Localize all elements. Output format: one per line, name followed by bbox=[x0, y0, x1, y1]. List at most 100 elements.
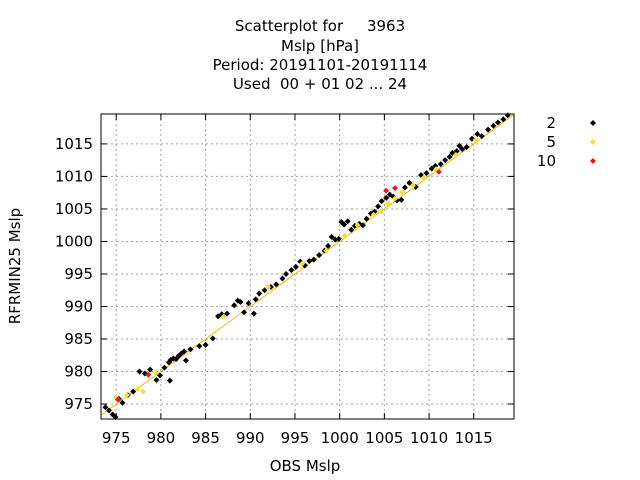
data-point-series-10 bbox=[145, 371, 152, 378]
y-tick-label: 990 bbox=[64, 297, 93, 315]
data-point-series-2 bbox=[306, 257, 313, 264]
data-points bbox=[102, 112, 511, 421]
x-tick-label: 975 bbox=[102, 429, 131, 447]
data-point-series-2 bbox=[335, 235, 342, 242]
y-tick-label: 1015 bbox=[55, 135, 93, 153]
grid bbox=[101, 114, 514, 419]
x-tick-label: 1010 bbox=[410, 429, 448, 447]
data-point-series-2 bbox=[136, 368, 143, 375]
data-point-series-5 bbox=[472, 137, 479, 144]
title-line-2: Mslp [hPa] bbox=[281, 37, 359, 55]
data-point-series-2 bbox=[166, 377, 173, 384]
plot-frame bbox=[100, 113, 515, 420]
data-point-series-2 bbox=[453, 148, 460, 155]
x-tick-label: 1000 bbox=[321, 429, 359, 447]
title-line-4: Used 00 + 01 02 ... 24 bbox=[232, 75, 408, 93]
x-tick-label: 995 bbox=[281, 429, 310, 447]
data-point-series-2 bbox=[344, 218, 351, 225]
data-point-series-2 bbox=[463, 144, 470, 151]
y-tick-label: 975 bbox=[64, 395, 93, 413]
data-point-series-5 bbox=[134, 386, 141, 393]
data-point-series-5 bbox=[452, 151, 459, 158]
data-point-series-2 bbox=[288, 267, 295, 274]
data-point-series-2 bbox=[283, 270, 290, 277]
data-point-series-2 bbox=[359, 222, 366, 229]
data-point-series-2 bbox=[442, 157, 449, 164]
data-point-series-5 bbox=[265, 283, 272, 290]
data-point-series-2 bbox=[478, 133, 485, 140]
data-point-series-2 bbox=[256, 290, 263, 297]
diagonal-line bbox=[100, 114, 515, 416]
data-point-series-2 bbox=[153, 376, 160, 383]
y-tick-label: 980 bbox=[64, 363, 93, 381]
data-point-series-10 bbox=[392, 185, 399, 192]
y-tick-label: 995 bbox=[64, 265, 93, 283]
data-point-series-5 bbox=[140, 388, 147, 395]
data-point-series-2 bbox=[325, 243, 332, 250]
data-point-series-2 bbox=[328, 233, 335, 240]
data-point-series-2 bbox=[202, 341, 209, 348]
y-tick-label: 1010 bbox=[55, 167, 93, 185]
data-point-series-2 bbox=[310, 256, 317, 263]
data-point-series-5 bbox=[323, 247, 330, 254]
data-point-series-2 bbox=[147, 366, 154, 373]
data-point-series-2 bbox=[182, 357, 189, 364]
data-point-series-2 bbox=[490, 122, 497, 129]
data-point-series-2 bbox=[437, 161, 444, 168]
data-point-series-2 bbox=[106, 407, 113, 414]
legend-label: 10 bbox=[537, 152, 556, 170]
x-tick-label: 1015 bbox=[455, 429, 493, 447]
data-point-series-2 bbox=[459, 146, 466, 153]
x-axis-label: OBS Mslp bbox=[270, 457, 341, 475]
data-point-series-2 bbox=[316, 252, 323, 259]
x-tick-label: 1005 bbox=[365, 429, 403, 447]
data-point-series-5 bbox=[377, 208, 384, 215]
data-point-series-2 bbox=[494, 119, 501, 126]
x-tick-label: 980 bbox=[147, 429, 176, 447]
data-point-series-10 bbox=[114, 396, 121, 403]
data-point-series-5 bbox=[123, 391, 130, 398]
legend-label: 2 bbox=[546, 114, 556, 132]
data-point-series-2 bbox=[157, 372, 163, 379]
data-point-series-2 bbox=[383, 194, 390, 201]
data-point-series-2 bbox=[423, 170, 430, 177]
data-point-series-2 bbox=[237, 298, 244, 305]
data-point-series-5 bbox=[299, 260, 306, 267]
data-point-series-2 bbox=[401, 184, 408, 191]
data-point-series-2 bbox=[224, 310, 231, 317]
data-point-series-2 bbox=[102, 404, 109, 411]
data-point-series-2 bbox=[119, 399, 126, 406]
data-point-series-5 bbox=[409, 182, 416, 189]
data-point-series-2 bbox=[378, 198, 385, 205]
data-point-series-5 bbox=[220, 313, 227, 320]
data-point-series-5 bbox=[399, 189, 406, 196]
data-point-series-5 bbox=[342, 232, 349, 239]
data-point-series-2 bbox=[209, 335, 216, 342]
data-point-series-5 bbox=[392, 195, 399, 202]
data-point-series-5 bbox=[420, 174, 427, 181]
data-point-series-2 bbox=[273, 281, 280, 288]
data-point-series-2 bbox=[406, 179, 413, 186]
data-point-series-2 bbox=[348, 226, 355, 233]
data-point-series-2 bbox=[231, 302, 238, 309]
data-point-series-2 bbox=[196, 343, 203, 350]
y-tick-label: 985 bbox=[64, 330, 93, 348]
y-axis-label: RFRMIN25 Mslp bbox=[6, 208, 24, 324]
data-point-series-2 bbox=[252, 296, 259, 303]
data-point-series-2 bbox=[292, 263, 299, 270]
y-tick-label: 1000 bbox=[55, 232, 93, 250]
data-point-series-2 bbox=[187, 346, 194, 353]
axes: 975 980 985 990 995 1000 1005 1010 1015 975 980 985… bbox=[55, 114, 514, 447]
data-point-series-2 bbox=[446, 153, 453, 160]
data-point-series-5 bbox=[384, 200, 391, 207]
data-point-series-2 bbox=[279, 275, 286, 282]
data-point-series-2 bbox=[245, 300, 252, 307]
y-tick-label: 1005 bbox=[55, 200, 93, 218]
data-point-series-2 bbox=[161, 364, 168, 371]
data-point-series-2 bbox=[181, 348, 188, 355]
data-point-series-2 bbox=[500, 116, 507, 123]
data-point-series-2 bbox=[375, 203, 382, 210]
legend-label: 5 bbox=[546, 133, 556, 151]
